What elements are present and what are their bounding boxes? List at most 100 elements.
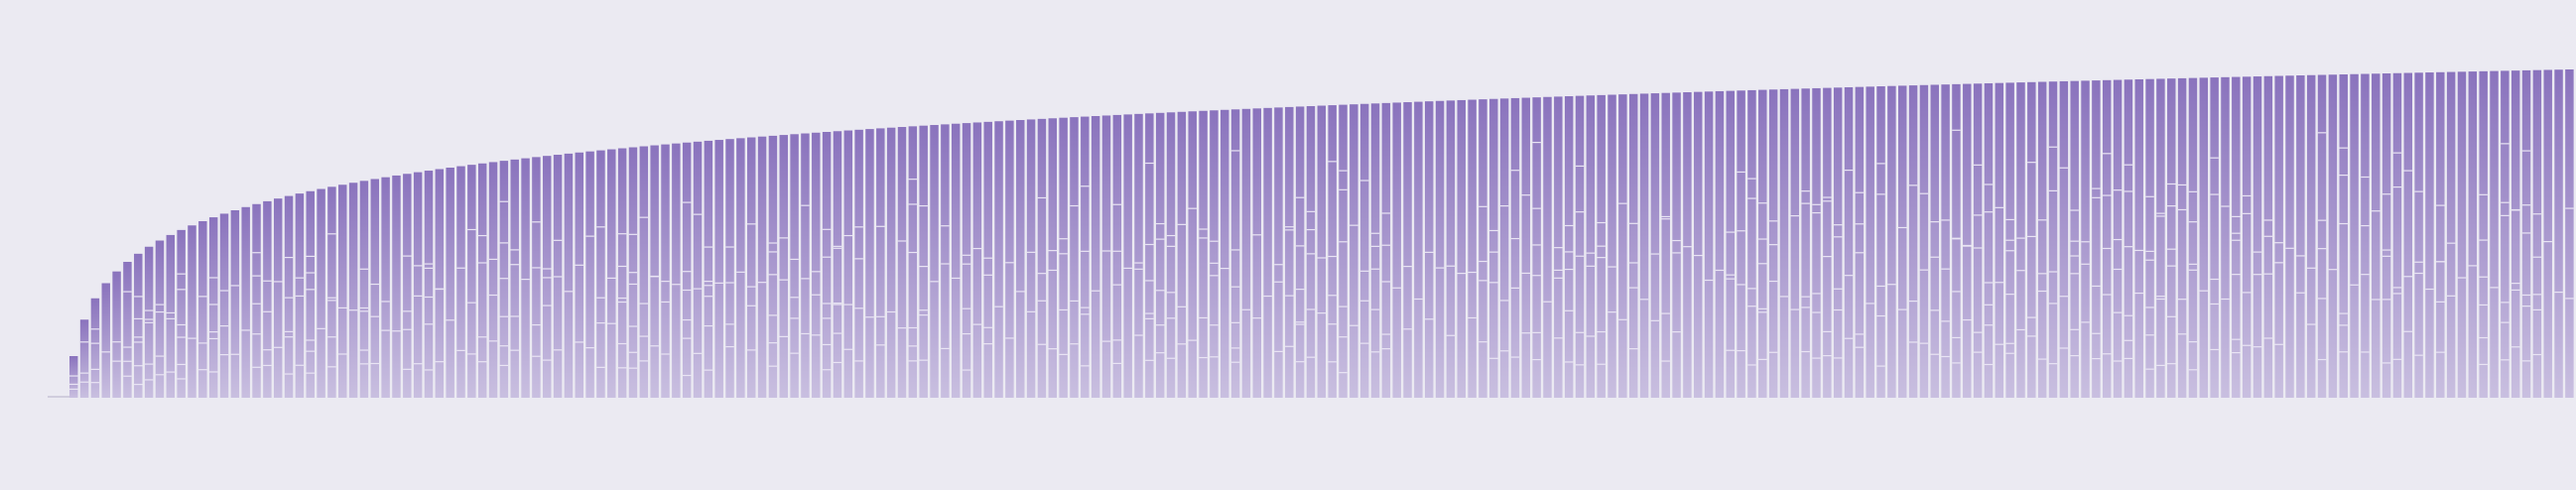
- bar: [2501, 70, 2510, 398]
- bar: [2339, 74, 2348, 398]
- bar: [1134, 113, 1143, 398]
- bars-group: [69, 69, 2574, 399]
- bar: [69, 356, 78, 398]
- bar: [747, 137, 756, 398]
- bar: [1704, 91, 1714, 399]
- bar: [2134, 78, 2143, 399]
- bar: [1855, 86, 1865, 398]
- bar: [1177, 111, 1187, 399]
- bar: [1285, 106, 1294, 399]
- bar: [1370, 103, 1380, 399]
- bar: [1499, 98, 1509, 398]
- bar: [736, 138, 745, 398]
- bar: [2059, 80, 2069, 398]
- bar: [1973, 83, 1983, 398]
- bar: [1457, 99, 1466, 398]
- bar: [2317, 74, 2327, 398]
- bar: [1510, 97, 1520, 399]
- bar: [252, 203, 261, 398]
- bar: [1048, 118, 1058, 399]
- bar: [2167, 78, 2176, 399]
- bar: [812, 132, 821, 398]
- bar: [101, 283, 110, 398]
- bar: [1844, 86, 1854, 398]
- bar: [930, 125, 939, 399]
- bar: [661, 144, 670, 398]
- bar: [306, 190, 315, 398]
- bar: [510, 159, 519, 398]
- bar: [2027, 81, 2036, 398]
- bar: [477, 163, 487, 398]
- bar: [155, 240, 165, 398]
- bar: [1801, 88, 1810, 399]
- bar: [1446, 100, 1456, 398]
- bar: [1747, 89, 1756, 399]
- bar: [413, 172, 423, 398]
- bar: [273, 198, 283, 398]
- bar: [1037, 118, 1047, 398]
- bar: [2113, 79, 2123, 398]
- bar: [607, 149, 616, 398]
- bar: [2328, 74, 2338, 398]
- bar: [1403, 102, 1412, 399]
- bar: [327, 186, 336, 398]
- bar: [1263, 107, 1272, 398]
- bar: [1241, 108, 1251, 398]
- bar: [2285, 75, 2294, 399]
- bar: [1199, 110, 1208, 398]
- bar: [2232, 76, 2241, 398]
- segment-lines-group: [69, 129, 2574, 390]
- bar: [2361, 73, 2370, 398]
- bar: [908, 126, 918, 398]
- bar: [1070, 117, 1079, 398]
- bar: [972, 122, 982, 399]
- bar: [1618, 94, 1627, 399]
- bar: [263, 200, 272, 398]
- bar: [1930, 84, 1939, 398]
- bar: [1812, 87, 1821, 398]
- bar: [499, 161, 509, 398]
- bar: [348, 183, 358, 398]
- bar: [208, 217, 218, 398]
- bar: [2372, 73, 2381, 398]
- bar: [897, 127, 907, 398]
- bar: [2468, 71, 2478, 398]
- bar: [1317, 105, 1327, 399]
- bar: [1608, 94, 1616, 398]
- bar: [1876, 86, 1885, 398]
- bar: [833, 131, 842, 398]
- bar: [123, 262, 132, 398]
- bar: [1274, 107, 1283, 399]
- bar: [1737, 90, 1745, 399]
- bar: [672, 143, 681, 398]
- bar: [1005, 120, 1014, 399]
- bar: [392, 175, 401, 398]
- bar: [1101, 115, 1111, 399]
- bar: [532, 157, 541, 398]
- bar: [1424, 101, 1434, 399]
- bar: [1155, 112, 1165, 399]
- bar: [1952, 83, 1961, 399]
- bar: [1683, 92, 1692, 398]
- bar: [381, 177, 390, 398]
- bar: [2296, 75, 2305, 399]
- bar: [2199, 77, 2209, 399]
- bar: [1295, 106, 1305, 398]
- bar: [1381, 102, 1391, 399]
- bar: [1339, 104, 1348, 399]
- bar: [188, 225, 196, 398]
- bar: [1392, 102, 1401, 398]
- bar: [1790, 88, 1800, 398]
- bar: [725, 139, 734, 398]
- bar: [2048, 81, 2058, 398]
- bar: [596, 150, 605, 398]
- bar: [166, 234, 176, 398]
- bar: [951, 123, 961, 398]
- bar: [338, 184, 347, 398]
- bar: [941, 124, 950, 399]
- bar: [1435, 100, 1445, 398]
- bar: [1963, 83, 1972, 398]
- bar: [1252, 108, 1261, 398]
- bar: [865, 129, 874, 398]
- bar: [2016, 82, 2025, 398]
